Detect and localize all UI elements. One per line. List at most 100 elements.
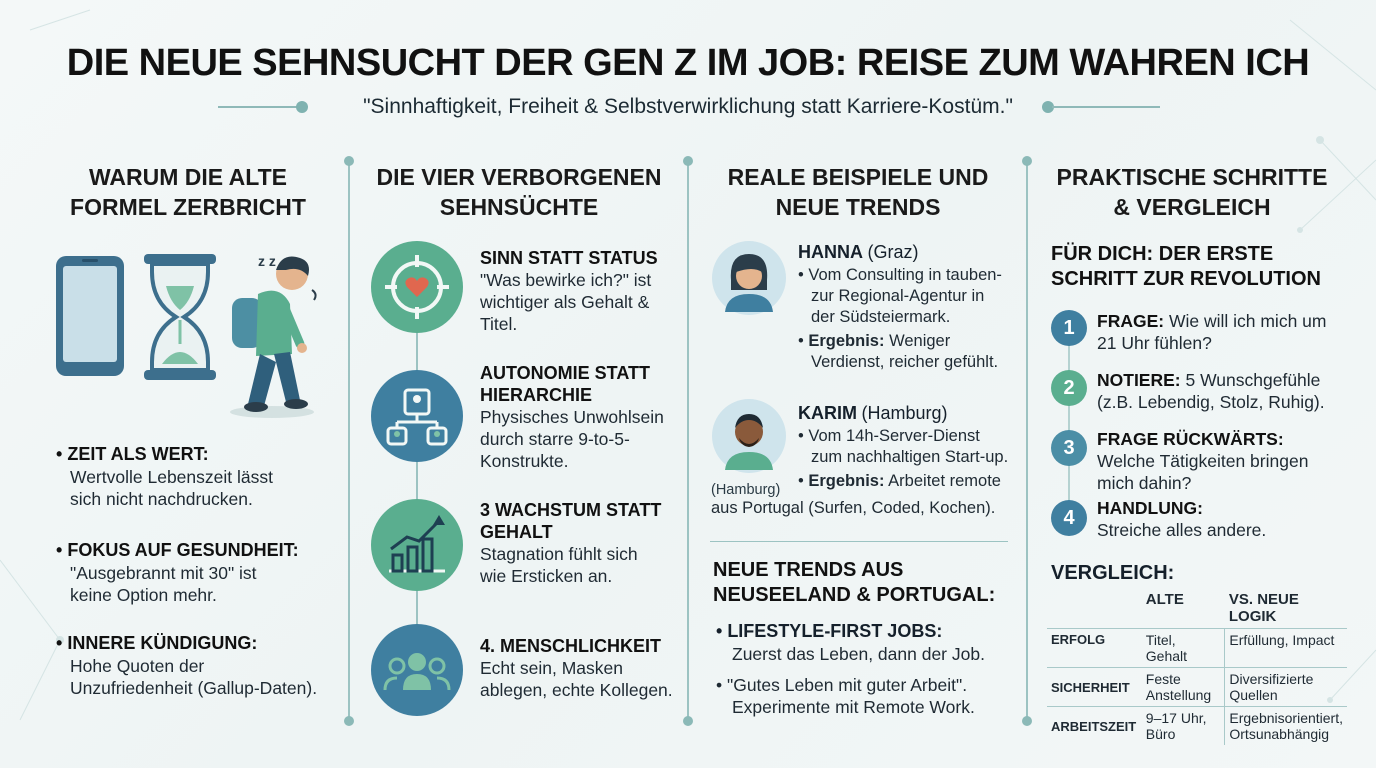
karim-result-line: Arbeitet remote xyxy=(888,472,1001,490)
item-body-line: Hohe Quoten der xyxy=(70,656,205,676)
need-body-line: Echt sein, Masken xyxy=(480,658,623,678)
subtitle-rule-right xyxy=(1052,106,1160,108)
trend-item: • LIFESTYLE-FIRST JOBS: Zuerst das Leben… xyxy=(716,620,1022,665)
step-label: NOTIERE: xyxy=(1097,370,1181,390)
cell-line: Erfüllung, Impact xyxy=(1229,632,1335,648)
separator-dot xyxy=(344,716,354,726)
col4-subheading-line: FÜR DICH: DER ERSTE xyxy=(1051,243,1274,265)
row-new: Diversifizierte Quellen xyxy=(1224,667,1347,707)
need-title: SINN STATT STATUS xyxy=(480,248,658,268)
cell-line: Quellen xyxy=(1229,687,1278,703)
growth-chart-icon xyxy=(389,515,445,573)
hanna-result-label: Ergebnis: xyxy=(808,332,885,350)
step-text: FRAGE RÜCKWÄRTS: Welche Tätigkeiten brin… xyxy=(1097,428,1352,494)
step-number: 3 xyxy=(1051,430,1087,466)
need-body-line: durch starre 9-to-5- xyxy=(480,429,630,449)
col3-heading-line1: REALE BEISPIELE UND xyxy=(727,164,989,190)
step-text: FRAGE: Wie will ich mich um 21 Uhr fühle… xyxy=(1097,310,1352,354)
cell-line: Anstellung xyxy=(1145,687,1212,703)
karim-result-label: Ergebnis: xyxy=(808,472,885,490)
karim-avatar xyxy=(712,399,786,473)
target-heart-icon xyxy=(385,255,449,319)
item-body-line: "Ausgebrannt mit 30" ist xyxy=(70,563,257,583)
row-new: Ergebnisorientiert, Ortsunabhängig xyxy=(1224,706,1347,745)
trend-title: "Gutes Leben mit guter Arbeit". xyxy=(727,675,968,695)
item-title: INNERE KÜNDIGUNG: xyxy=(67,633,258,653)
item-body-line: keine Option mehr. xyxy=(70,585,217,605)
table-row: ERFOLG Titel, Gehalt Erfüllung, Impact xyxy=(1047,628,1347,668)
separator-dot xyxy=(1022,716,1032,726)
col2-heading-line1: DIE VIER VERBORGENEN xyxy=(376,164,662,190)
step-label: FRAGE RÜCKWÄRTS: xyxy=(1097,429,1284,449)
trends-heading-line: NEUSEELAND & PORTUGAL: xyxy=(713,584,996,606)
item-title: FOKUS AUF GESUNDHEIT: xyxy=(67,540,299,560)
need-title: AUTONOMIE STATT xyxy=(480,363,650,383)
step-text: HANDLUNG: Streiche alles andere. xyxy=(1097,497,1352,541)
need-body-line: Physisches Unwohlsein xyxy=(480,407,664,427)
karim-card: KARIM (Hamburg) • Vom 14h-Server-Dienst … xyxy=(798,403,1022,492)
item-title: ZEIT ALS WERT: xyxy=(67,444,209,464)
hanna-bullet-line: der Südsteiermark. xyxy=(811,308,951,326)
tired-person-icon: z z xyxy=(230,253,317,418)
step-number: 1 xyxy=(1051,310,1087,346)
item-body-line: Unzufriedenheit (Gallup-Daten). xyxy=(70,678,318,698)
col2-heading: DIE VIER VERBORGENEN SEHNSÜCHTE xyxy=(354,162,684,222)
karim-bullet-line: zum nachhaltigen Start-up. xyxy=(811,448,1009,466)
col1-item: • ZEIT ALS WERT: Wertvolle Lebenszeit lä… xyxy=(56,443,346,510)
need-title: HIERARCHIE xyxy=(480,385,593,405)
step-number: 2 xyxy=(1051,370,1087,406)
hanna-bullet-line: Vom Consulting in tauben- xyxy=(808,266,1002,284)
step-line: Welche Tätigkeiten bringen xyxy=(1097,451,1309,471)
hanna-bullet-line: zur Regional-Agentur in xyxy=(811,287,985,305)
need-body-line: Stagnation fühlt sich xyxy=(480,544,638,564)
need-body-line: Titel. xyxy=(480,314,518,334)
col1-heading: WARUM DIE ALTE FORMEL ZERBRICHT xyxy=(30,162,346,222)
row-old: 9–17 Uhr, Büro xyxy=(1141,706,1226,745)
need-text: SINN STATT STATUS "Was bewirke ich?" ist… xyxy=(480,247,685,335)
col4-subheading-line: SCHRITT ZUR REVOLUTION xyxy=(1051,268,1321,290)
need-circle xyxy=(371,370,463,462)
steps-connector-line xyxy=(1068,340,1070,510)
cell-line: 9–17 Uhr, xyxy=(1145,710,1207,726)
trend-item: • "Gutes Leben mit guter Arbeit". Experi… xyxy=(716,674,1022,718)
column-separator xyxy=(687,158,689,723)
karim-name: KARIM xyxy=(798,403,857,423)
item-body-line: sich nicht nachdrucken. xyxy=(70,489,253,509)
need-body-line: wie Ersticken an. xyxy=(480,566,613,586)
row-new: Erfüllung, Impact xyxy=(1224,628,1347,668)
need-body-line: "Was bewirke ich?" ist xyxy=(480,270,652,290)
col3-heading-line2: NEUE TRENDS xyxy=(775,194,941,220)
col4-subheading: FÜR DICH: DER ERSTE SCHRITT ZUR REVOLUTI… xyxy=(1051,242,1351,292)
need-text: 4. MENSCHLICHKEIT Echt sein, Masken able… xyxy=(480,635,685,701)
step-line: Wie will ich mich um xyxy=(1168,311,1327,331)
need-circle xyxy=(371,624,463,716)
col2-heading-line2: SEHNSÜCHTE xyxy=(439,194,599,220)
hourglass-icon xyxy=(144,254,216,380)
separator-dot xyxy=(683,716,693,726)
compare-heading: VERGLEICH: xyxy=(1051,562,1175,584)
trends-heading: NEUE TRENDS AUS NEUSEELAND & PORTUGAL: xyxy=(713,558,1023,608)
cell-line: Büro xyxy=(1145,726,1176,742)
col1-item: • FOKUS AUF GESUNDHEIT: "Ausgebrannt mit… xyxy=(56,539,346,606)
column-separator xyxy=(1026,158,1028,723)
col1-heading-line2: FORMEL ZERBRICHT xyxy=(70,194,306,220)
trend-title: LIFESTYLE-FIRST JOBS: xyxy=(727,621,943,641)
separator-dot xyxy=(683,156,693,166)
hanna-card: HANNA (Graz) • Vom Consulting in tauben-… xyxy=(798,242,1022,373)
need-title: 4. MENSCHLICHKEIT xyxy=(480,636,662,656)
step-number: 4 xyxy=(1051,500,1087,536)
need-text: 3 WACHSTUM STATT GEHALT Stagnation fühlt… xyxy=(480,499,685,587)
cell-line: Titel, Gehalt xyxy=(1145,632,1188,664)
step-line: mich dahin? xyxy=(1097,473,1192,493)
trends-heading-line: NEUE TRENDS AUS xyxy=(713,559,904,581)
col4-heading-line1: PRAKTISCHE SCHRITTE xyxy=(1056,164,1328,190)
need-body-line: Konstrukte. xyxy=(480,451,569,471)
trends-divider xyxy=(710,541,1008,542)
subtitle-dot-right xyxy=(1042,101,1054,113)
need-circle xyxy=(371,241,463,333)
hanna-result-line: Weniger xyxy=(889,332,951,350)
hanna-result-line: Verdienst, reicher gefühlt. xyxy=(811,353,999,371)
column-separator xyxy=(348,158,350,723)
cell-line: Feste xyxy=(1145,671,1181,687)
hanna-name: HANNA xyxy=(798,242,863,262)
